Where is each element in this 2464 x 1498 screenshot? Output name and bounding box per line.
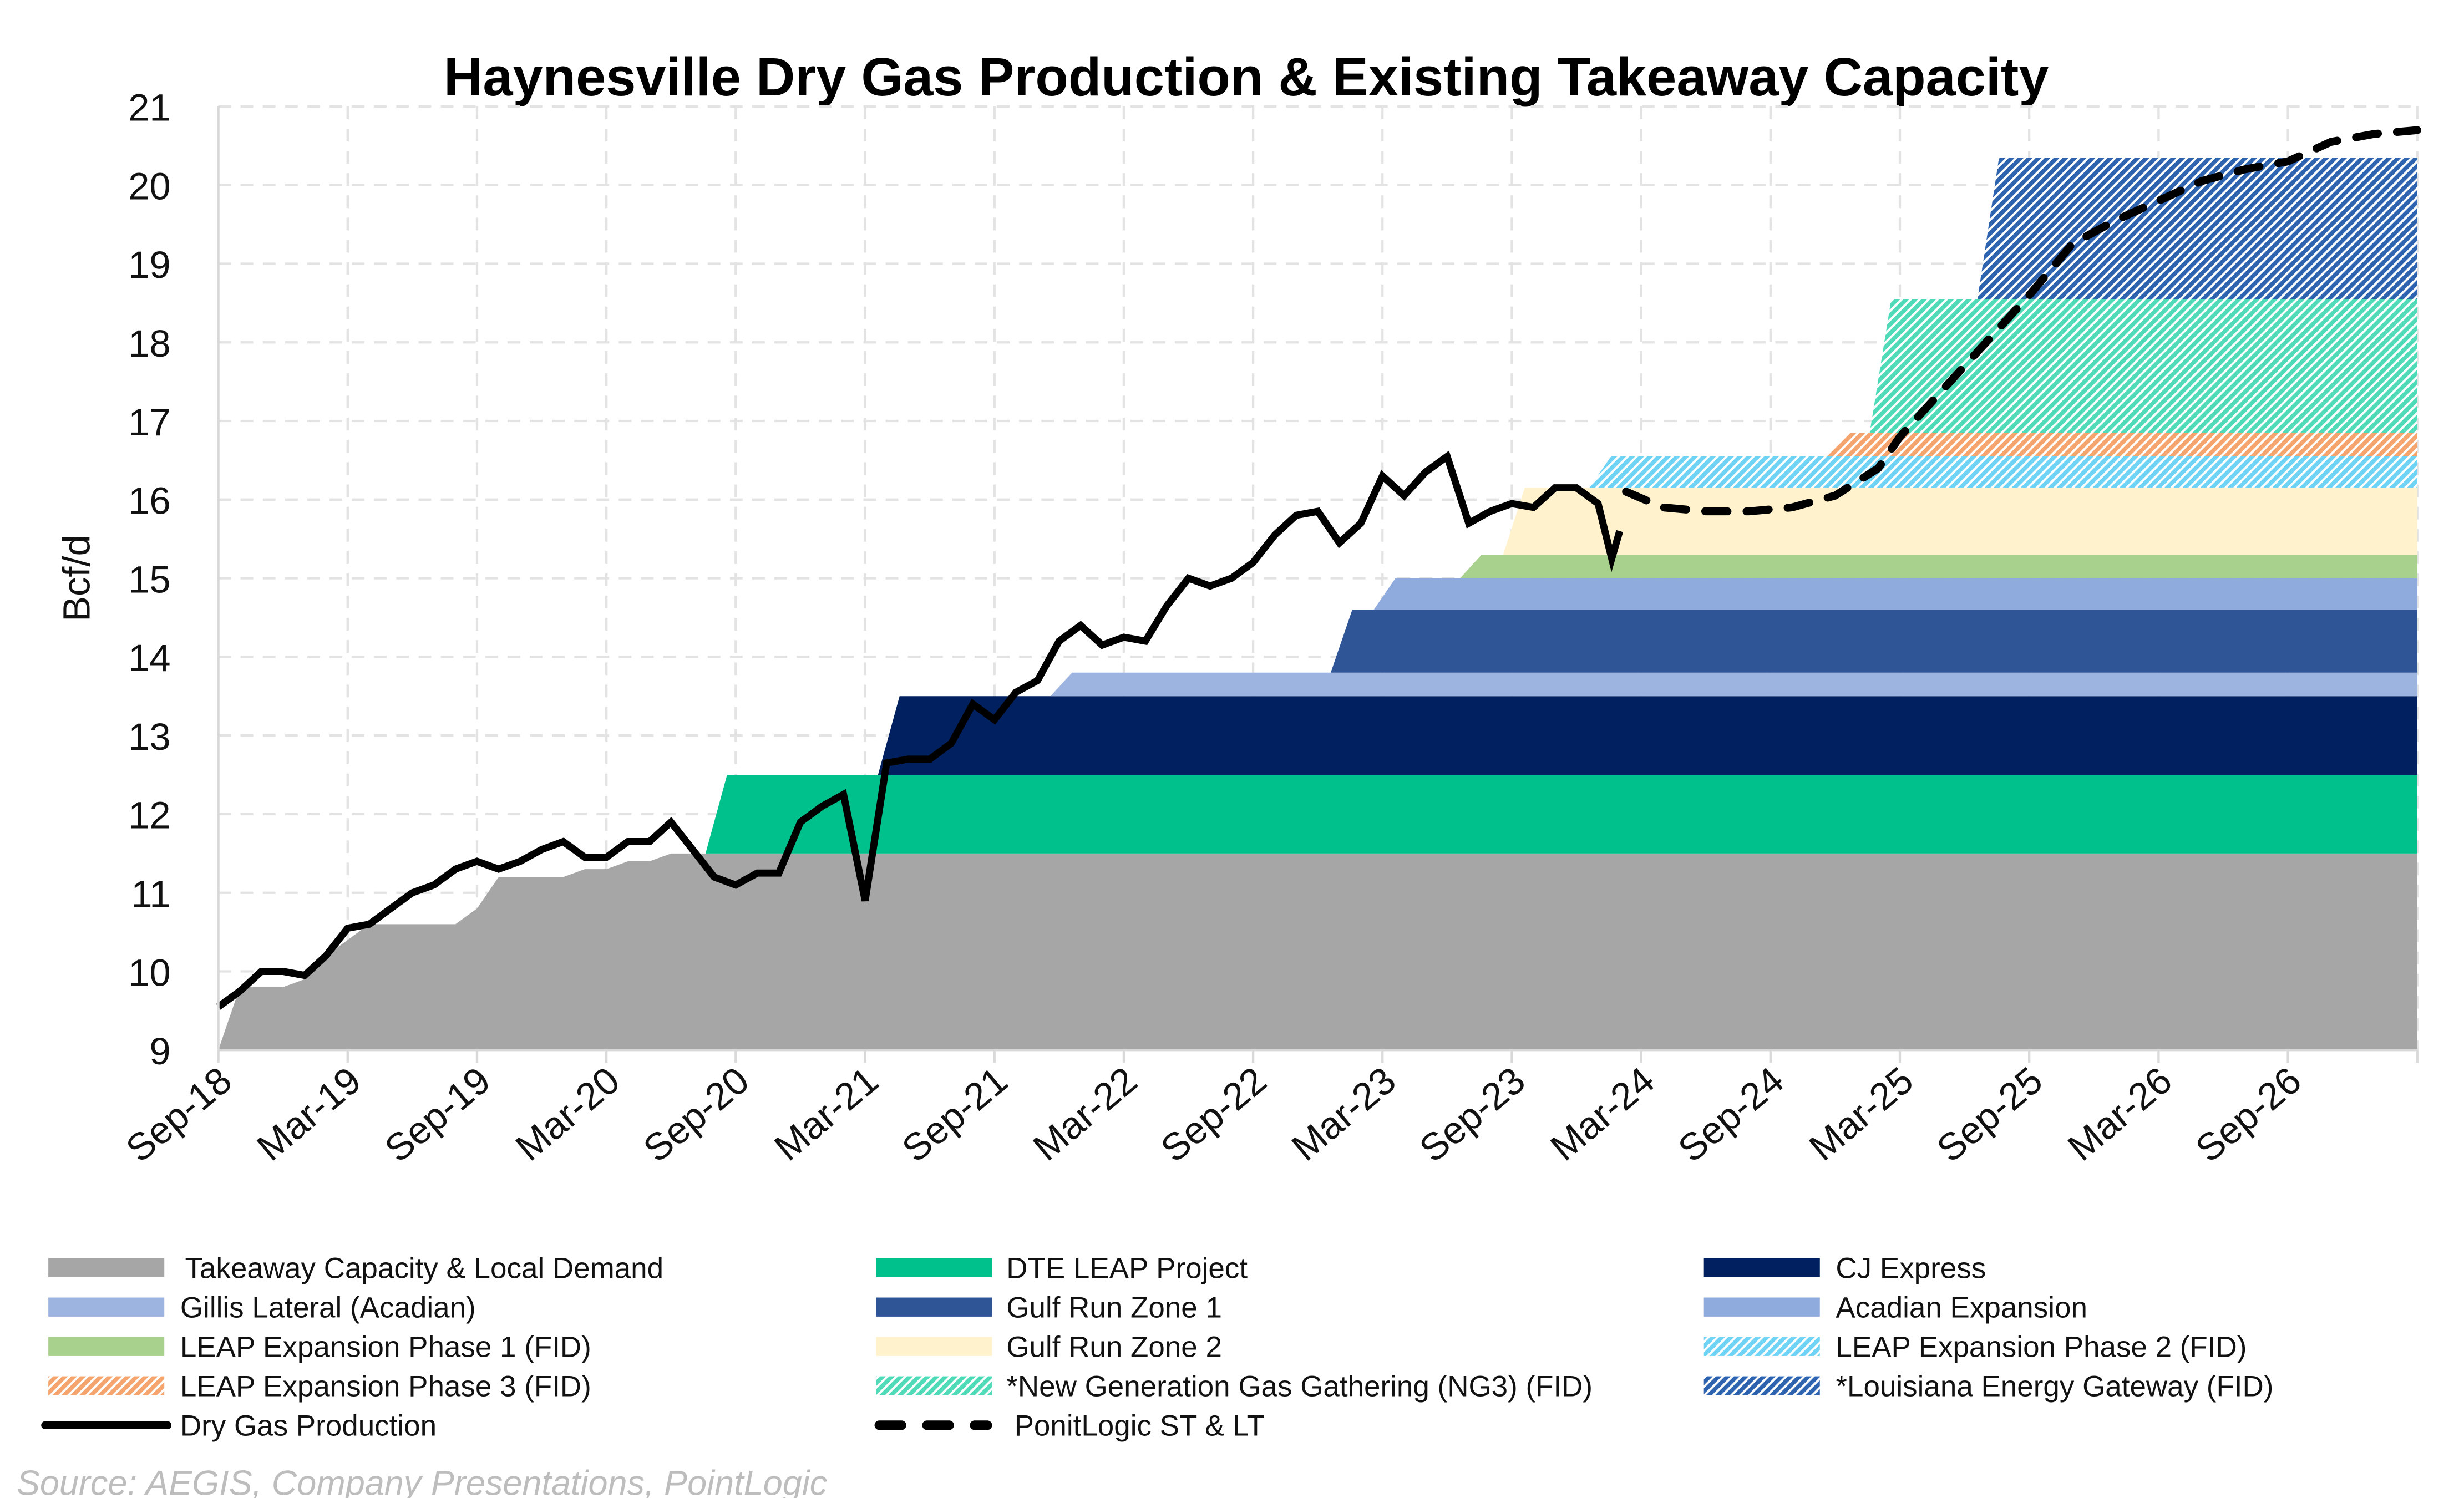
x-tick-label: Mar-22: [1025, 1059, 1145, 1169]
legend-item: Takeaway Capacity & Local Demand: [48, 1252, 663, 1284]
y-tick-label: 12: [128, 794, 170, 837]
legend-item: Gillis Lateral (Acadian): [48, 1291, 476, 1324]
legend-swatch: [876, 1258, 992, 1277]
legend-label: Gillis Lateral (Acadian): [180, 1291, 476, 1324]
legend-swatch: [1703, 1337, 1820, 1356]
legend-swatch: [48, 1297, 165, 1317]
legend-item: LEAP Expansion Phase 2 (FID): [1703, 1331, 2247, 1363]
x-tick-label: Mar-26: [2060, 1059, 2179, 1169]
legend-swatch: [1703, 1258, 1820, 1277]
legend-item: *Louisiana Energy Gateway (FID): [1703, 1370, 2273, 1403]
y-axis-label: Bcf/d: [55, 535, 98, 622]
x-tick-label: Sep-23: [1411, 1059, 1533, 1170]
x-tick-label: Sep-26: [2188, 1059, 2309, 1170]
y-tick-label: 9: [149, 1030, 170, 1073]
y-tick-label: 11: [131, 872, 170, 915]
source-note: Source: AEGIS, Company Presentations, Po…: [17, 1464, 827, 1498]
legend-item: Gulf Run Zone 1: [876, 1291, 1222, 1324]
legend-item: PonitLogic ST & LT: [874, 1409, 1265, 1442]
x-tick-label: Mar-25: [1801, 1059, 1921, 1169]
legend-item: Dry Gas Production: [41, 1409, 437, 1442]
legend-swatch: [876, 1297, 992, 1317]
legend-item: *New Generation Gas Gathering (NG3) (FID…: [876, 1370, 1593, 1403]
legend-swatch: [48, 1337, 165, 1356]
legend-label: Dry Gas Production: [180, 1409, 437, 1442]
chart-title: Haynesville Dry Gas Production & Existin…: [444, 47, 2049, 107]
x-tick-label: Sep-25: [1929, 1059, 2050, 1170]
y-tick-label: 13: [128, 715, 170, 758]
y-tick-label: 15: [128, 558, 170, 601]
legend-swatch: [876, 1337, 992, 1356]
area-layer-7: [1589, 456, 2417, 488]
legend-item: Gulf Run Zone 2: [876, 1331, 1222, 1363]
line-dry-gas-production: [216, 450, 1624, 1010]
area-layer-0: [705, 775, 2417, 854]
x-tick-label: Sep-19: [377, 1059, 498, 1170]
legend: Takeaway Capacity & Local Demand DTE LEAP…: [41, 1252, 2273, 1442]
area-layer-2: [1050, 672, 2417, 697]
x-tick-label: Mar-20: [508, 1059, 627, 1169]
area-takeaway-capacity: [218, 853, 2417, 1050]
x-tick-label: Mar-23: [1284, 1059, 1403, 1169]
legend-swatch: [876, 1376, 992, 1395]
y-tick-label: 17: [128, 401, 170, 444]
x-tick-label: Sep-20: [635, 1059, 757, 1170]
legend-label: Gulf Run Zone 2: [1006, 1331, 1222, 1363]
area-layer-3: [1330, 610, 2417, 673]
y-tick-label: 18: [128, 322, 170, 365]
legend-label: DTE LEAP Project: [1006, 1252, 1248, 1284]
area-layer-8: [1826, 433, 2417, 456]
y-tick-label: 21: [128, 87, 170, 129]
legend-swatch: [1703, 1297, 1820, 1317]
legend-item: LEAP Expansion Phase 1 (FID): [48, 1331, 591, 1363]
area-layer-1: [878, 696, 2417, 775]
production-lines: [216, 126, 2421, 1010]
legend-label: Gulf Run Zone 1: [1006, 1291, 1222, 1324]
legend-label: PonitLogic ST & LT: [1015, 1409, 1265, 1442]
legend-label: CJ Express: [1836, 1252, 1986, 1284]
legend-label: *Louisiana Energy Gateway (FID): [1836, 1370, 2273, 1403]
y-tick-label: 16: [128, 480, 170, 522]
x-tick-label: Mar-24: [1543, 1059, 1662, 1169]
legend-label: *New Generation Gas Gathering (NG3) (FID…: [1006, 1370, 1593, 1403]
x-tick-label: Sep-22: [1153, 1059, 1274, 1170]
legend-swatch: [1703, 1376, 1820, 1395]
legend-label: LEAP Expansion Phase 2 (FID): [1836, 1331, 2247, 1363]
legend-swatch: [48, 1258, 165, 1277]
line-pointlogic-forecast: [1622, 126, 2421, 516]
area-layer-4: [1373, 578, 2417, 610]
legend-item: DTE LEAP Project: [876, 1252, 1248, 1284]
capacity-areas: [218, 158, 2417, 1050]
area-layer-10: [1977, 158, 2417, 299]
y-tick-label: 10: [128, 951, 170, 994]
area-layer-5: [1460, 555, 2417, 578]
legend-item: Acadian Expansion: [1703, 1291, 2087, 1324]
legend-label: LEAP Expansion Phase 3 (FID): [180, 1370, 591, 1403]
area-layer-6: [1503, 488, 2417, 555]
area-layer-9: [1869, 299, 2417, 433]
x-tick-label: Sep-21: [894, 1059, 1016, 1170]
legend-item: LEAP Expansion Phase 3 (FID): [48, 1370, 591, 1403]
legend-label: Takeaway Capacity & Local Demand: [185, 1252, 663, 1284]
y-tick-label: 19: [128, 243, 170, 286]
legend-swatch: [48, 1376, 165, 1395]
legend-item: CJ Express: [1703, 1252, 1986, 1284]
legend-label: LEAP Expansion Phase 1 (FID): [180, 1331, 591, 1363]
y-tick-label: 20: [128, 165, 170, 207]
y-tick-label: 14: [128, 637, 170, 679]
x-tick-label: Sep-18: [118, 1059, 240, 1170]
x-tick-label: Mar-19: [249, 1059, 369, 1169]
x-tick-label: Sep-24: [1670, 1059, 1792, 1170]
legend-label: Acadian Expansion: [1836, 1291, 2087, 1324]
x-tick-label: Mar-21: [767, 1059, 886, 1169]
